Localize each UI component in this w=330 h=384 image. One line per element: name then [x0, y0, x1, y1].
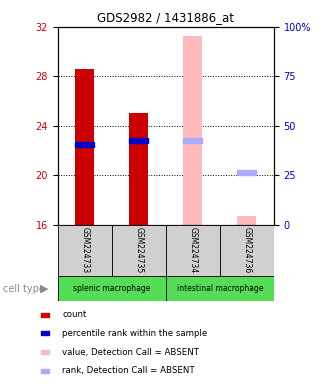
Bar	[220, 225, 274, 276]
Text: cell type: cell type	[3, 284, 45, 294]
Bar	[41, 331, 50, 335]
Bar	[41, 313, 50, 317]
Bar	[58, 225, 112, 276]
Text: GSM224735: GSM224735	[134, 227, 143, 274]
Title: GDS2982 / 1431886_at: GDS2982 / 1431886_at	[97, 11, 234, 24]
Bar	[166, 225, 220, 276]
Bar	[75, 69, 94, 225]
Bar	[58, 276, 166, 301]
Text: GSM224734: GSM224734	[188, 227, 197, 274]
Bar	[166, 276, 274, 301]
Bar	[129, 138, 148, 143]
Text: value, Detection Call = ABSENT: value, Detection Call = ABSENT	[62, 348, 199, 357]
Bar	[237, 216, 256, 225]
Bar	[112, 225, 166, 276]
Text: GSM224733: GSM224733	[80, 227, 89, 274]
Text: count: count	[62, 310, 87, 319]
Text: intestinal macrophage: intestinal macrophage	[177, 285, 263, 293]
Bar	[183, 138, 202, 143]
Bar	[237, 170, 256, 175]
Bar	[183, 36, 202, 225]
Text: GSM224736: GSM224736	[242, 227, 251, 274]
Bar	[129, 113, 148, 225]
Text: rank, Detection Call = ABSENT: rank, Detection Call = ABSENT	[62, 366, 195, 375]
Text: splenic macrophage: splenic macrophage	[73, 285, 150, 293]
Bar	[41, 369, 50, 373]
Bar	[41, 350, 50, 354]
Bar	[75, 142, 94, 147]
Text: percentile rank within the sample: percentile rank within the sample	[62, 329, 208, 338]
Text: ▶: ▶	[40, 284, 48, 294]
